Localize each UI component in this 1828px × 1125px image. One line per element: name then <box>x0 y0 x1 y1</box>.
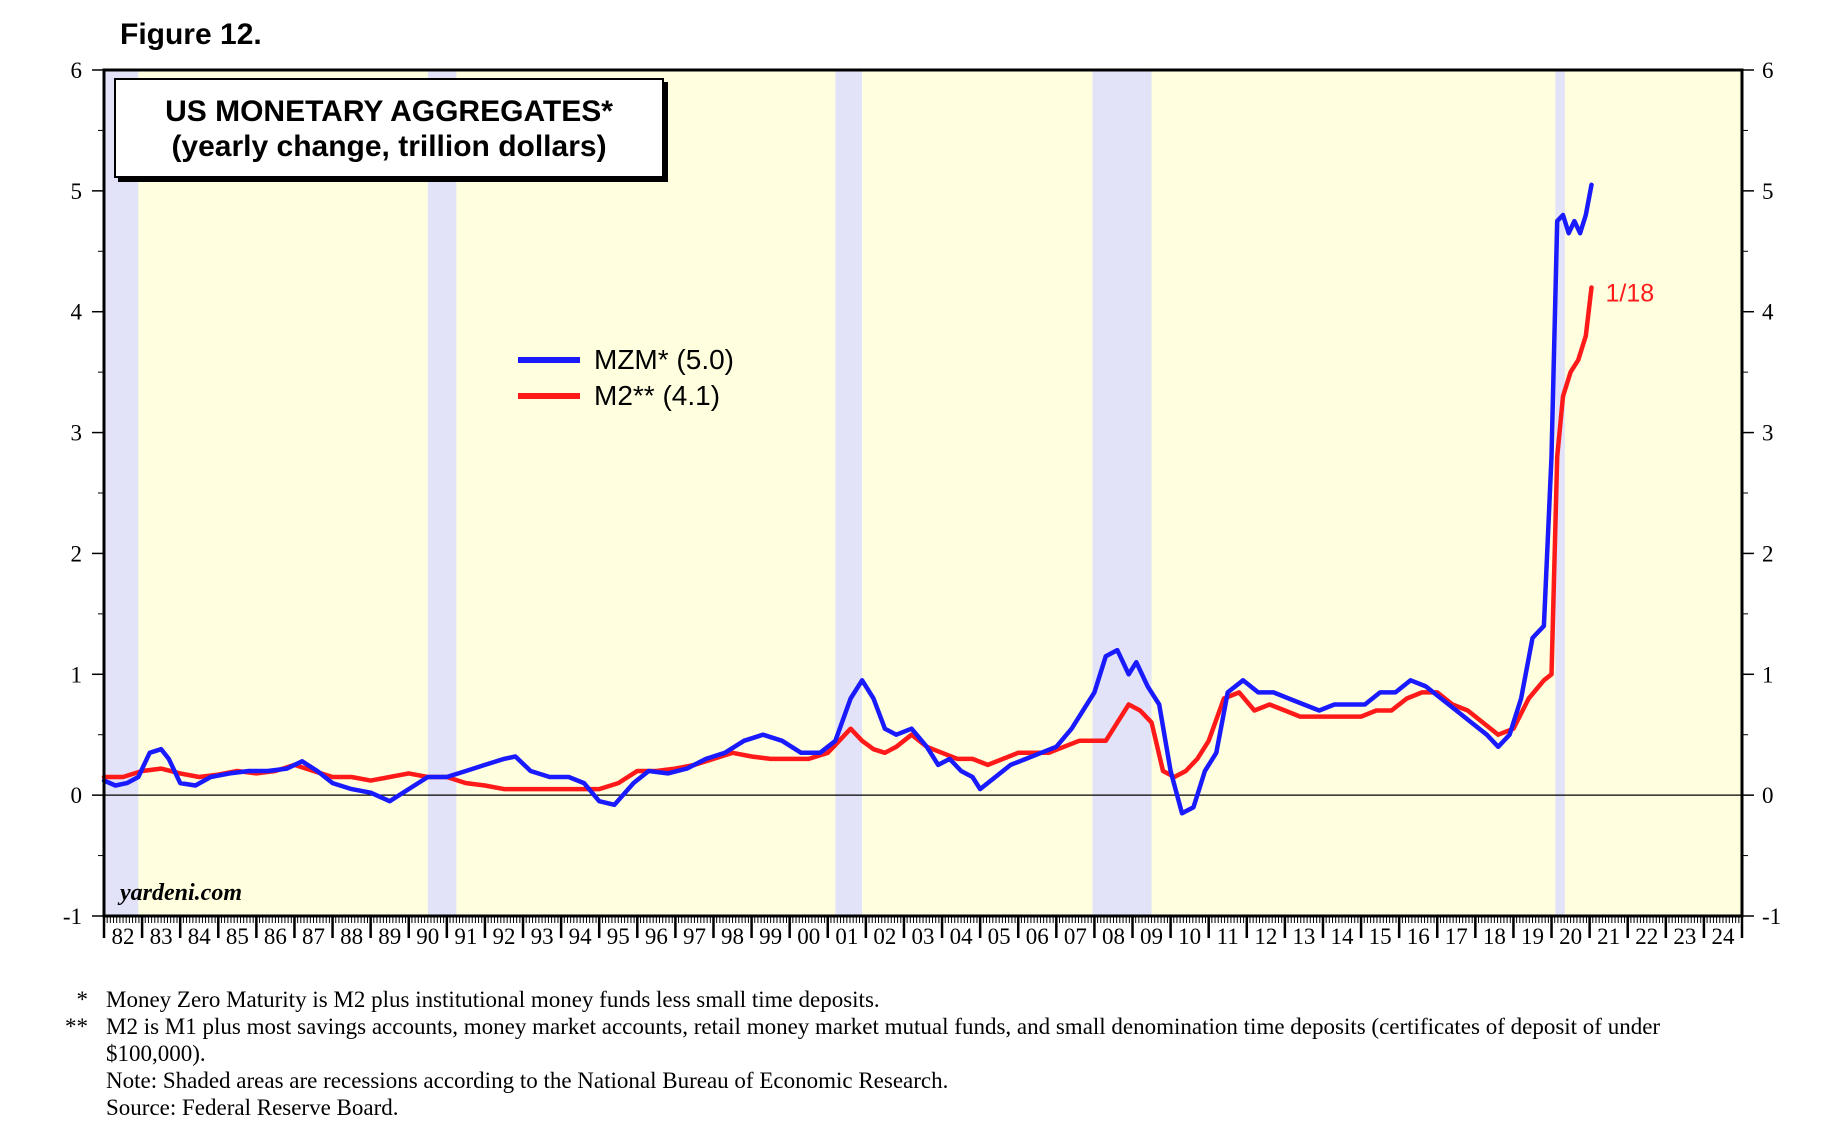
footnote-mark <box>60 1094 106 1121</box>
x-tick-label: 99 <box>759 924 782 949</box>
x-tick-label: 08 <box>1102 924 1125 949</box>
x-tick-label: 87 <box>302 924 325 949</box>
x-tick-label: 09 <box>1140 924 1163 949</box>
x-tick-label: 23 <box>1673 924 1696 949</box>
footnote: * Money Zero Maturity is M2 plus institu… <box>60 986 1760 1013</box>
legend-item-mzm: MZM* (5.0) <box>518 342 734 378</box>
footnote-text: Money Zero Maturity is M2 plus instituti… <box>106 987 880 1012</box>
y-tick-label-right: 4 <box>1762 300 1774 325</box>
chart-subtitle: (yearly change, trillion dollars) <box>171 130 607 163</box>
x-tick-label: 12 <box>1254 924 1277 949</box>
y-tick-label-right: 0 <box>1762 783 1774 808</box>
recession-band <box>1092 70 1152 916</box>
x-tick-label: 17 <box>1445 924 1468 949</box>
chart-title-box: US MONETARY AGGREGATES* (yearly change, … <box>114 78 664 178</box>
x-tick-label: 89 <box>378 924 401 949</box>
x-tick-label: 14 <box>1331 924 1355 949</box>
x-tick-label: 84 <box>188 924 212 949</box>
series-line-mzm <box>101 182 1594 816</box>
legend-swatch-mzm <box>518 357 580 363</box>
legend-swatch-m2 <box>518 393 580 399</box>
x-tick-label: 15 <box>1369 924 1392 949</box>
x-tick-label: 96 <box>645 924 668 949</box>
recession-band <box>427 70 457 916</box>
y-tick-label-right: 5 <box>1762 179 1774 204</box>
x-tick-label: 98 <box>721 924 744 949</box>
y-tick-label-left: 1 <box>71 662 83 687</box>
x-tick-label: 07 <box>1064 924 1087 949</box>
x-tick-label: 10 <box>1178 924 1201 949</box>
y-tick-label-right: 3 <box>1762 421 1774 446</box>
legend-label-m2: M2** (4.1) <box>594 380 721 411</box>
recession-band <box>835 70 863 916</box>
y-tick-label-left: 2 <box>71 541 83 566</box>
x-tick-label: 13 <box>1292 924 1315 949</box>
recession-band <box>104 70 139 916</box>
x-tick-label: 01 <box>835 924 858 949</box>
x-tick-label: 88 <box>340 924 363 949</box>
recession-band <box>1555 70 1565 916</box>
x-tick-label: 18 <box>1483 924 1506 949</box>
series-line-m2 <box>101 285 1594 792</box>
footnotes: * Money Zero Maturity is M2 plus institu… <box>60 986 1760 1121</box>
x-tick-label: 16 <box>1407 924 1430 949</box>
y-tick-label-left: 6 <box>71 58 83 83</box>
footnote-text: Source: Federal Reserve Board. <box>106 1095 399 1120</box>
footnote: Source: Federal Reserve Board. <box>60 1094 1760 1121</box>
x-tick-label: 20 <box>1559 924 1582 949</box>
chart-title: US MONETARY AGGREGATES* <box>165 95 613 128</box>
y-tick-label-left: 5 <box>71 179 83 204</box>
x-tick-label: 97 <box>683 924 706 949</box>
x-tick-label: 21 <box>1597 924 1620 949</box>
x-tick-label: 22 <box>1635 924 1658 949</box>
footnote-mark <box>60 1067 106 1094</box>
x-tick-label: 90 <box>416 924 439 949</box>
x-tick-label: 19 <box>1521 924 1544 949</box>
y-tick-label-left: 0 <box>71 783 83 808</box>
annotation-date: 1/18 <box>1606 280 1655 308</box>
legend-label-mzm: MZM* (5.0) <box>594 344 734 375</box>
x-tick-label: 93 <box>531 924 554 949</box>
y-tick-label-left: 4 <box>71 300 83 325</box>
x-tick-label: 91 <box>454 924 477 949</box>
x-tick-label: 83 <box>150 924 173 949</box>
x-tick-label: 04 <box>950 924 974 949</box>
y-tick-label-left: -1 <box>63 904 82 929</box>
x-tick-label: 11 <box>1217 924 1239 949</box>
footnote-mark: ** <box>65 1014 88 1039</box>
x-tick-label: 02 <box>873 924 896 949</box>
figure-label: Figure 12. <box>120 18 262 51</box>
footnote: ** M2 is M1 plus most savings accounts, … <box>60 1013 1760 1067</box>
x-tick-label: 95 <box>607 924 630 949</box>
x-tick-label: 24 <box>1711 924 1735 949</box>
y-tick-label-right: 2 <box>1762 541 1774 566</box>
y-tick-label-right: 6 <box>1762 58 1774 83</box>
x-tick-label: 03 <box>912 924 935 949</box>
x-tick-label: 05 <box>988 924 1011 949</box>
legend-item-m2: M2** (4.1) <box>518 378 734 414</box>
footnote-mark: * <box>76 987 89 1012</box>
legend: MZM* (5.0) M2** (4.1) <box>518 342 734 414</box>
footnote: Note: Shaded areas are recessions accord… <box>60 1067 1760 1094</box>
y-tick-label-left: 3 <box>71 421 83 446</box>
watermark: yardeni.com <box>117 880 242 906</box>
y-tick-label-right: -1 <box>1762 904 1781 929</box>
y-tick-label-right: 1 <box>1762 662 1774 687</box>
x-tick-label: 94 <box>569 924 593 949</box>
plot-background <box>104 70 1742 916</box>
x-tick-label: 86 <box>264 924 287 949</box>
x-tick-label: 00 <box>797 924 820 949</box>
x-tick-label: 82 <box>112 924 135 949</box>
x-tick-label: 92 <box>492 924 515 949</box>
footnote-text: M2 is M1 plus most savings accounts, mon… <box>106 1014 1661 1066</box>
x-tick-label: 85 <box>226 924 249 949</box>
footnote-text: Note: Shaded areas are recessions accord… <box>106 1068 949 1093</box>
plot-frame <box>102 68 1744 918</box>
x-tick-label: 06 <box>1026 924 1049 949</box>
